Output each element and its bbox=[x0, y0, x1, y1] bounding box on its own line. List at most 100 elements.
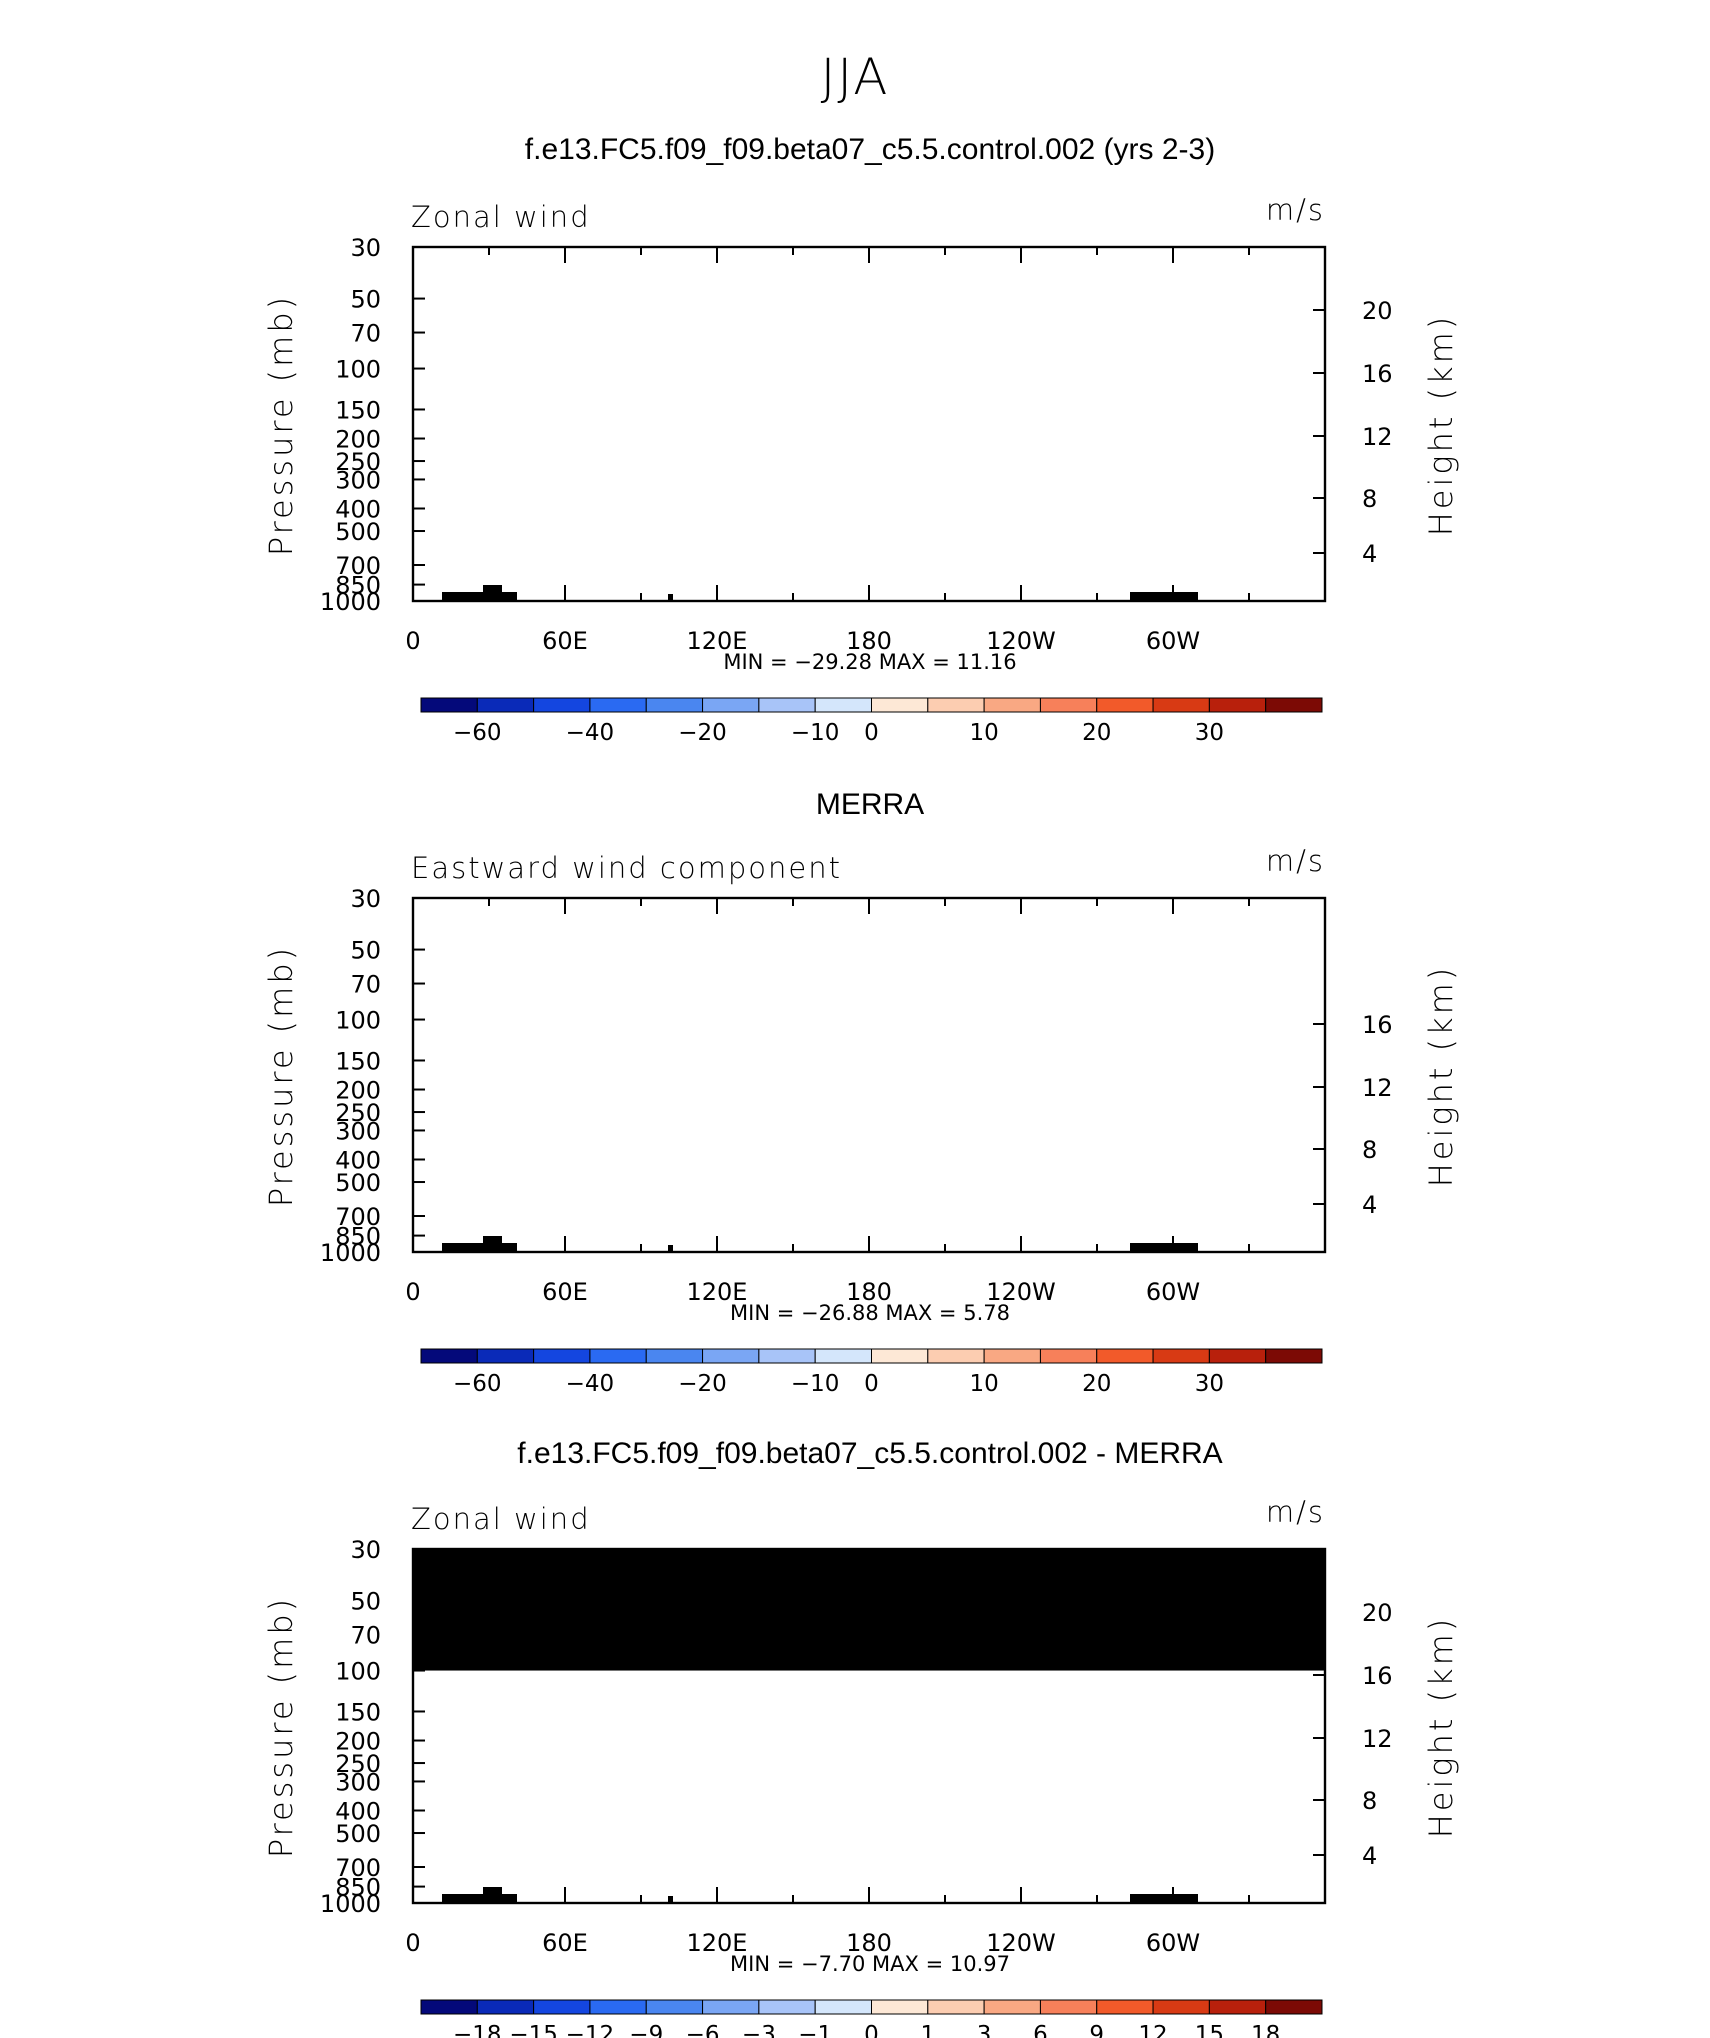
pressure-tick-label: 400 bbox=[335, 495, 381, 523]
contour-region bbox=[1316, 1050, 1325, 1082]
colorbar-swatch bbox=[814, 1999, 872, 2015]
colorbar-label: −40 bbox=[566, 1371, 615, 1397]
lon-tick-label: 120E bbox=[687, 1929, 748, 1957]
lon-tick-label: 60E bbox=[542, 627, 588, 655]
colorbar-swatch bbox=[758, 697, 816, 713]
contour-region bbox=[942, 508, 1056, 560]
colorbar-swatch bbox=[1208, 1999, 1267, 2015]
pressure-tick-label: 30 bbox=[350, 885, 381, 913]
colorbar-swatch bbox=[1152, 1348, 1210, 1364]
contour-region bbox=[522, 1152, 631, 1219]
lon-tick-label: 120W bbox=[986, 627, 1056, 655]
pressure-tick-label: 400 bbox=[335, 1797, 381, 1825]
contour-region bbox=[522, 1054, 641, 1075]
height-tick-label: 8 bbox=[1362, 485, 1377, 513]
colorbar-swatch bbox=[871, 1348, 929, 1364]
pressure-tick-label: 400 bbox=[335, 1146, 381, 1174]
contour-region bbox=[1033, 1065, 1106, 1097]
colorbar-swatch bbox=[758, 1348, 816, 1364]
colorbar-swatch bbox=[420, 1348, 478, 1364]
topography-block bbox=[1130, 1894, 1198, 1903]
contour-region bbox=[413, 1020, 1325, 1252]
colorbar-label: 0 bbox=[864, 1371, 879, 1397]
contour-fill bbox=[413, 1020, 1325, 1252]
colorbar-swatch bbox=[871, 697, 929, 713]
contour-region bbox=[960, 1759, 1188, 1807]
colorbar-swatch bbox=[533, 697, 591, 713]
pressure-tick-label: 50 bbox=[350, 1588, 381, 1616]
height-tick-label: 20 bbox=[1362, 297, 1393, 325]
pressure-tick-label: 200 bbox=[335, 1728, 381, 1756]
colorbar-swatch bbox=[1096, 1999, 1154, 2015]
pressure-tick-label: 150 bbox=[335, 1047, 381, 1075]
pressure-tick-label: 300 bbox=[335, 1768, 381, 1796]
height-tick-label: 20 bbox=[1362, 1599, 1393, 1627]
contour-region bbox=[513, 400, 622, 427]
height-tick-label: 16 bbox=[1362, 360, 1393, 388]
colorbar-swatch bbox=[983, 697, 1041, 713]
lon-tick-label: 60E bbox=[542, 1929, 588, 1957]
colorbar-swatch bbox=[645, 697, 704, 713]
min-max-stats: MIN = −29.28 MAX = 11.16 bbox=[723, 650, 1016, 674]
colorbar-label: 20 bbox=[1082, 720, 1111, 746]
lon-tick-label: 0 bbox=[405, 1929, 420, 1957]
topography-block bbox=[483, 585, 502, 601]
y-axis-title: Pressure (mb) bbox=[262, 294, 300, 556]
topography-block bbox=[502, 1243, 517, 1252]
pressure-tick-label: 200 bbox=[335, 1077, 381, 1105]
colorbar-label: −15 bbox=[509, 2022, 558, 2038]
colorbar-swatch bbox=[758, 1999, 816, 2015]
pressure-tick-label: 300 bbox=[335, 1117, 381, 1145]
contour-fill bbox=[413, 247, 1325, 601]
colorbar-label: 0 bbox=[864, 2022, 879, 2038]
topography-block bbox=[668, 1245, 673, 1252]
topography-block bbox=[502, 1894, 517, 1903]
pressure-tick-label: 500 bbox=[335, 518, 381, 546]
topography-block bbox=[1130, 592, 1198, 601]
lon-tick-label: 120W bbox=[986, 1278, 1056, 1306]
colorbar-label: −1 bbox=[798, 2022, 832, 2038]
contour-region bbox=[825, 1676, 896, 1747]
pressure-tick-label: 100 bbox=[335, 1007, 381, 1035]
pressure-tick-label: 700 bbox=[335, 1203, 381, 1231]
colorbar-swatch bbox=[1265, 1999, 1323, 2015]
contour-region bbox=[614, 1215, 627, 1223]
colorbar-swatch bbox=[476, 1348, 535, 1364]
contour-region bbox=[915, 1040, 989, 1084]
units-label: m/s bbox=[1266, 193, 1325, 227]
contour-region bbox=[550, 1790, 687, 1844]
panel-2 bbox=[411, 896, 1327, 1364]
lon-tick-label: 120E bbox=[687, 1278, 748, 1306]
contour-region bbox=[1270, 561, 1325, 601]
lon-tick-label: 60W bbox=[1146, 1278, 1200, 1306]
contour-region bbox=[413, 1690, 495, 1717]
panel-2-title: MERRA bbox=[815, 788, 925, 821]
pressure-tick-label: 50 bbox=[350, 286, 381, 314]
contour-region bbox=[1161, 1688, 1325, 1726]
colorbar-swatch bbox=[1096, 1348, 1154, 1364]
pressure-tick-label: 150 bbox=[335, 396, 381, 424]
contour-region bbox=[1234, 1870, 1325, 1903]
y2-axis-title: Height (km) bbox=[1422, 314, 1460, 537]
contour-region bbox=[805, 323, 1325, 461]
colorbar-swatch bbox=[1152, 697, 1210, 713]
panel-1 bbox=[411, 245, 1327, 713]
colorbar-label: 10 bbox=[969, 1371, 998, 1397]
colorbar-swatch bbox=[1152, 1999, 1210, 2015]
colorbar-swatch bbox=[983, 1999, 1041, 2015]
height-tick-label: 16 bbox=[1362, 1662, 1393, 1690]
lon-tick-label: 0 bbox=[405, 1278, 420, 1306]
colorbar-swatch bbox=[1265, 1348, 1323, 1364]
height-tick-label: 12 bbox=[1362, 423, 1393, 451]
lon-tick-label: 60W bbox=[1146, 1929, 1200, 1957]
contour-region bbox=[541, 548, 571, 563]
contour-region bbox=[1234, 1702, 1325, 1717]
panel-3-title: f.e13.FC5.f09_f09.beta07_c5.5.control.00… bbox=[517, 1437, 1223, 1470]
pressure-tick-label: 700 bbox=[335, 552, 381, 580]
contour-region bbox=[504, 1047, 668, 1089]
colorbar-label: −9 bbox=[629, 2022, 663, 2038]
colorbar-label: 9 bbox=[1089, 2022, 1104, 2038]
colorbar-label: 20 bbox=[1082, 1371, 1111, 1397]
lon-tick-label: 180 bbox=[846, 627, 892, 655]
colorbar-swatch bbox=[645, 1999, 704, 2015]
